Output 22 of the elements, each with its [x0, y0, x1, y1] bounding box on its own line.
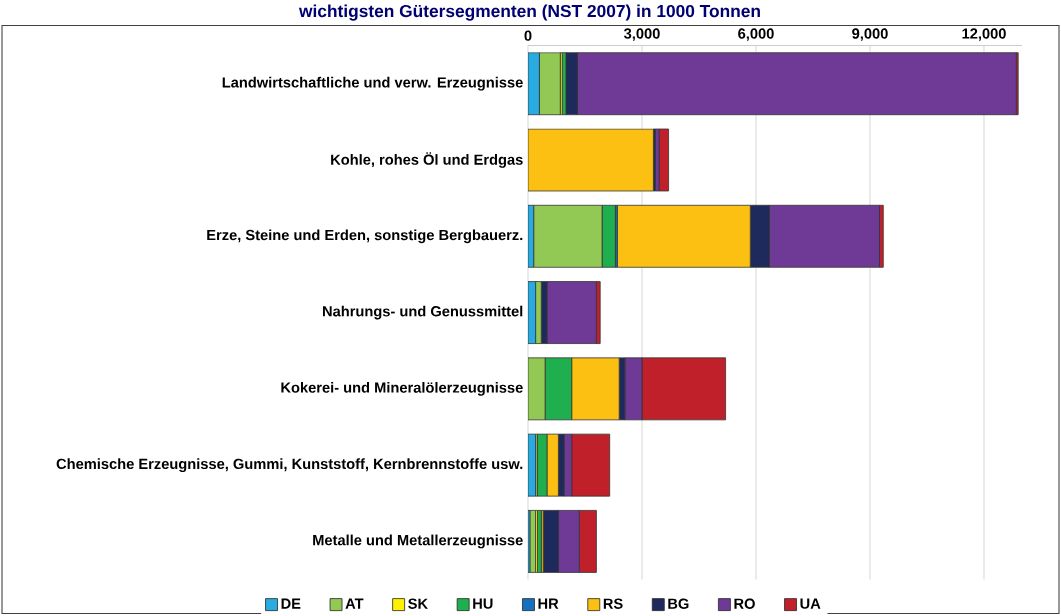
x-tick-label: 9,000: [852, 28, 888, 41]
legend-label: BG: [668, 598, 689, 609]
y-tick-label: Metalle und Metallerzeugnisse: [313, 534, 523, 549]
y-tick-label: Nahrungs- und Genussmittel: [323, 305, 523, 320]
legend-label: HR: [538, 598, 559, 609]
y-tick-label: Kohle, rohes Öl und Erdgas: [331, 152, 523, 168]
y-tick-label: Chemische Erzeugnisse, Gummi, Kunststoff, Kernbrennstoffe usw.: [56, 458, 523, 472]
y-tick-label: Landwirtschaftliche und verw. Erzeugnisse: [222, 76, 523, 91]
chart-title: wichtigsten Gütersegmenten (NST 2007) in 1000 Tonnen: [298, 4, 760, 21]
y-tick-label: Erze, Steine und Erden, sonstige Bergbauerz.: [207, 229, 523, 244]
legend-label: RS: [603, 598, 623, 609]
x-tick-label: 6,000: [738, 28, 774, 41]
x-tick-label: 3,000: [623, 28, 660, 41]
x-tick-label: 0: [524, 30, 532, 41]
y-tick-label: Kokerei- und Mineralölerzeugnisse: [281, 381, 523, 396]
legend-label: UA: [800, 598, 821, 609]
legend-label: DE: [281, 598, 301, 609]
x-tick-label: 12,000: [962, 28, 1006, 41]
legend-label: RO: [734, 598, 755, 609]
legend-label: AT: [345, 598, 364, 609]
legend-label: HU: [473, 598, 493, 609]
legend-label: SK: [408, 598, 428, 609]
